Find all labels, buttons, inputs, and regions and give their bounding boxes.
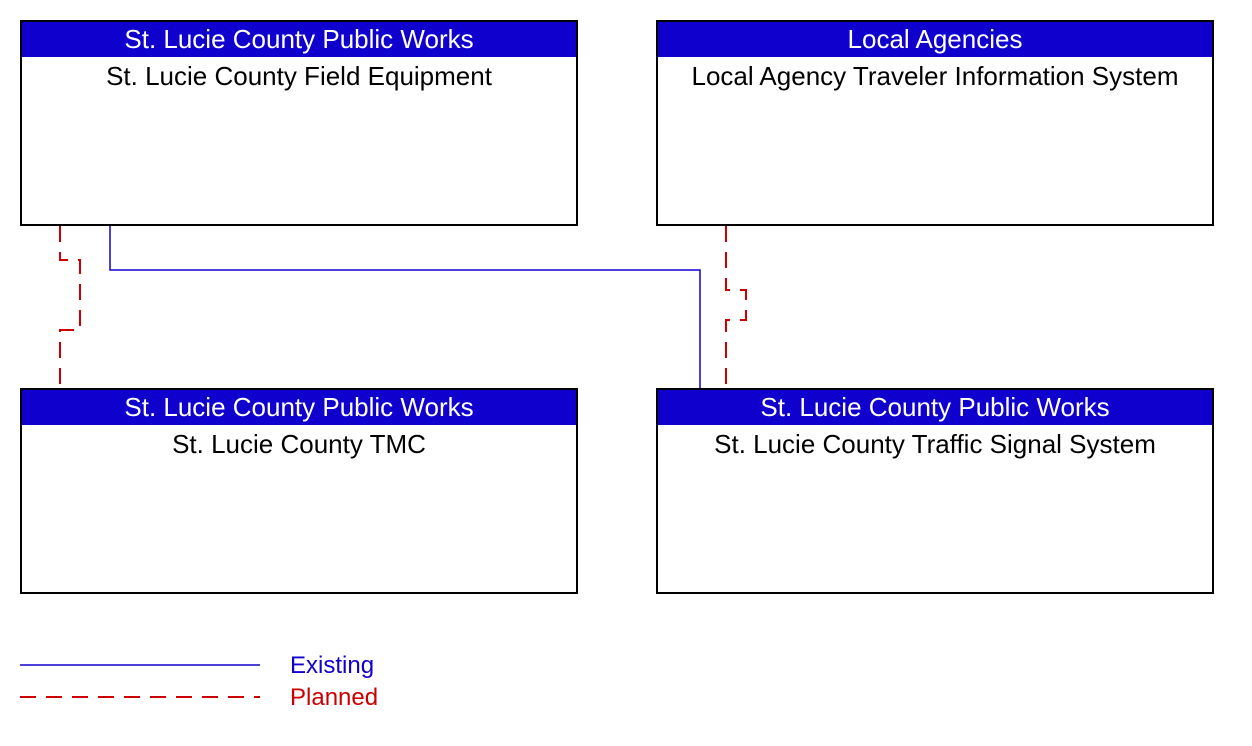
node-header: St. Lucie County Public Works <box>22 22 576 57</box>
node-body: St. Lucie County TMC <box>22 425 576 464</box>
node-body: St. Lucie County Field Equipment <box>22 57 576 96</box>
node-header: St. Lucie County Public Works <box>22 390 576 425</box>
edge-field-equip-to-tmc <box>60 226 80 388</box>
node-tmc: St. Lucie County Public Works St. Lucie … <box>20 388 578 594</box>
legend: Existing Planned <box>20 650 378 714</box>
node-body: St. Lucie County Traffic Signal System <box>658 425 1212 464</box>
legend-row-existing: Existing <box>20 650 378 682</box>
legend-line-existing <box>20 657 260 675</box>
legend-row-planned: Planned <box>20 682 378 714</box>
node-signal-system: St. Lucie County Public Works St. Lucie … <box>656 388 1214 594</box>
edge-traveler-info-to-signal-system <box>726 226 746 388</box>
node-header: Local Agencies <box>658 22 1212 57</box>
node-traveler-info: Local Agencies Local Agency Traveler Inf… <box>656 20 1214 226</box>
node-header: St. Lucie County Public Works <box>658 390 1212 425</box>
legend-label-existing: Existing <box>290 652 374 680</box>
node-field-equipment: St. Lucie County Public Works St. Lucie … <box>20 20 578 226</box>
legend-label-planned: Planned <box>290 684 378 712</box>
diagram-canvas: St. Lucie County Public Works St. Lucie … <box>0 0 1252 746</box>
node-body: Local Agency Traveler Information System <box>658 57 1212 96</box>
legend-line-planned <box>20 689 260 707</box>
edge-field-equip-to-signal-system <box>110 226 700 388</box>
